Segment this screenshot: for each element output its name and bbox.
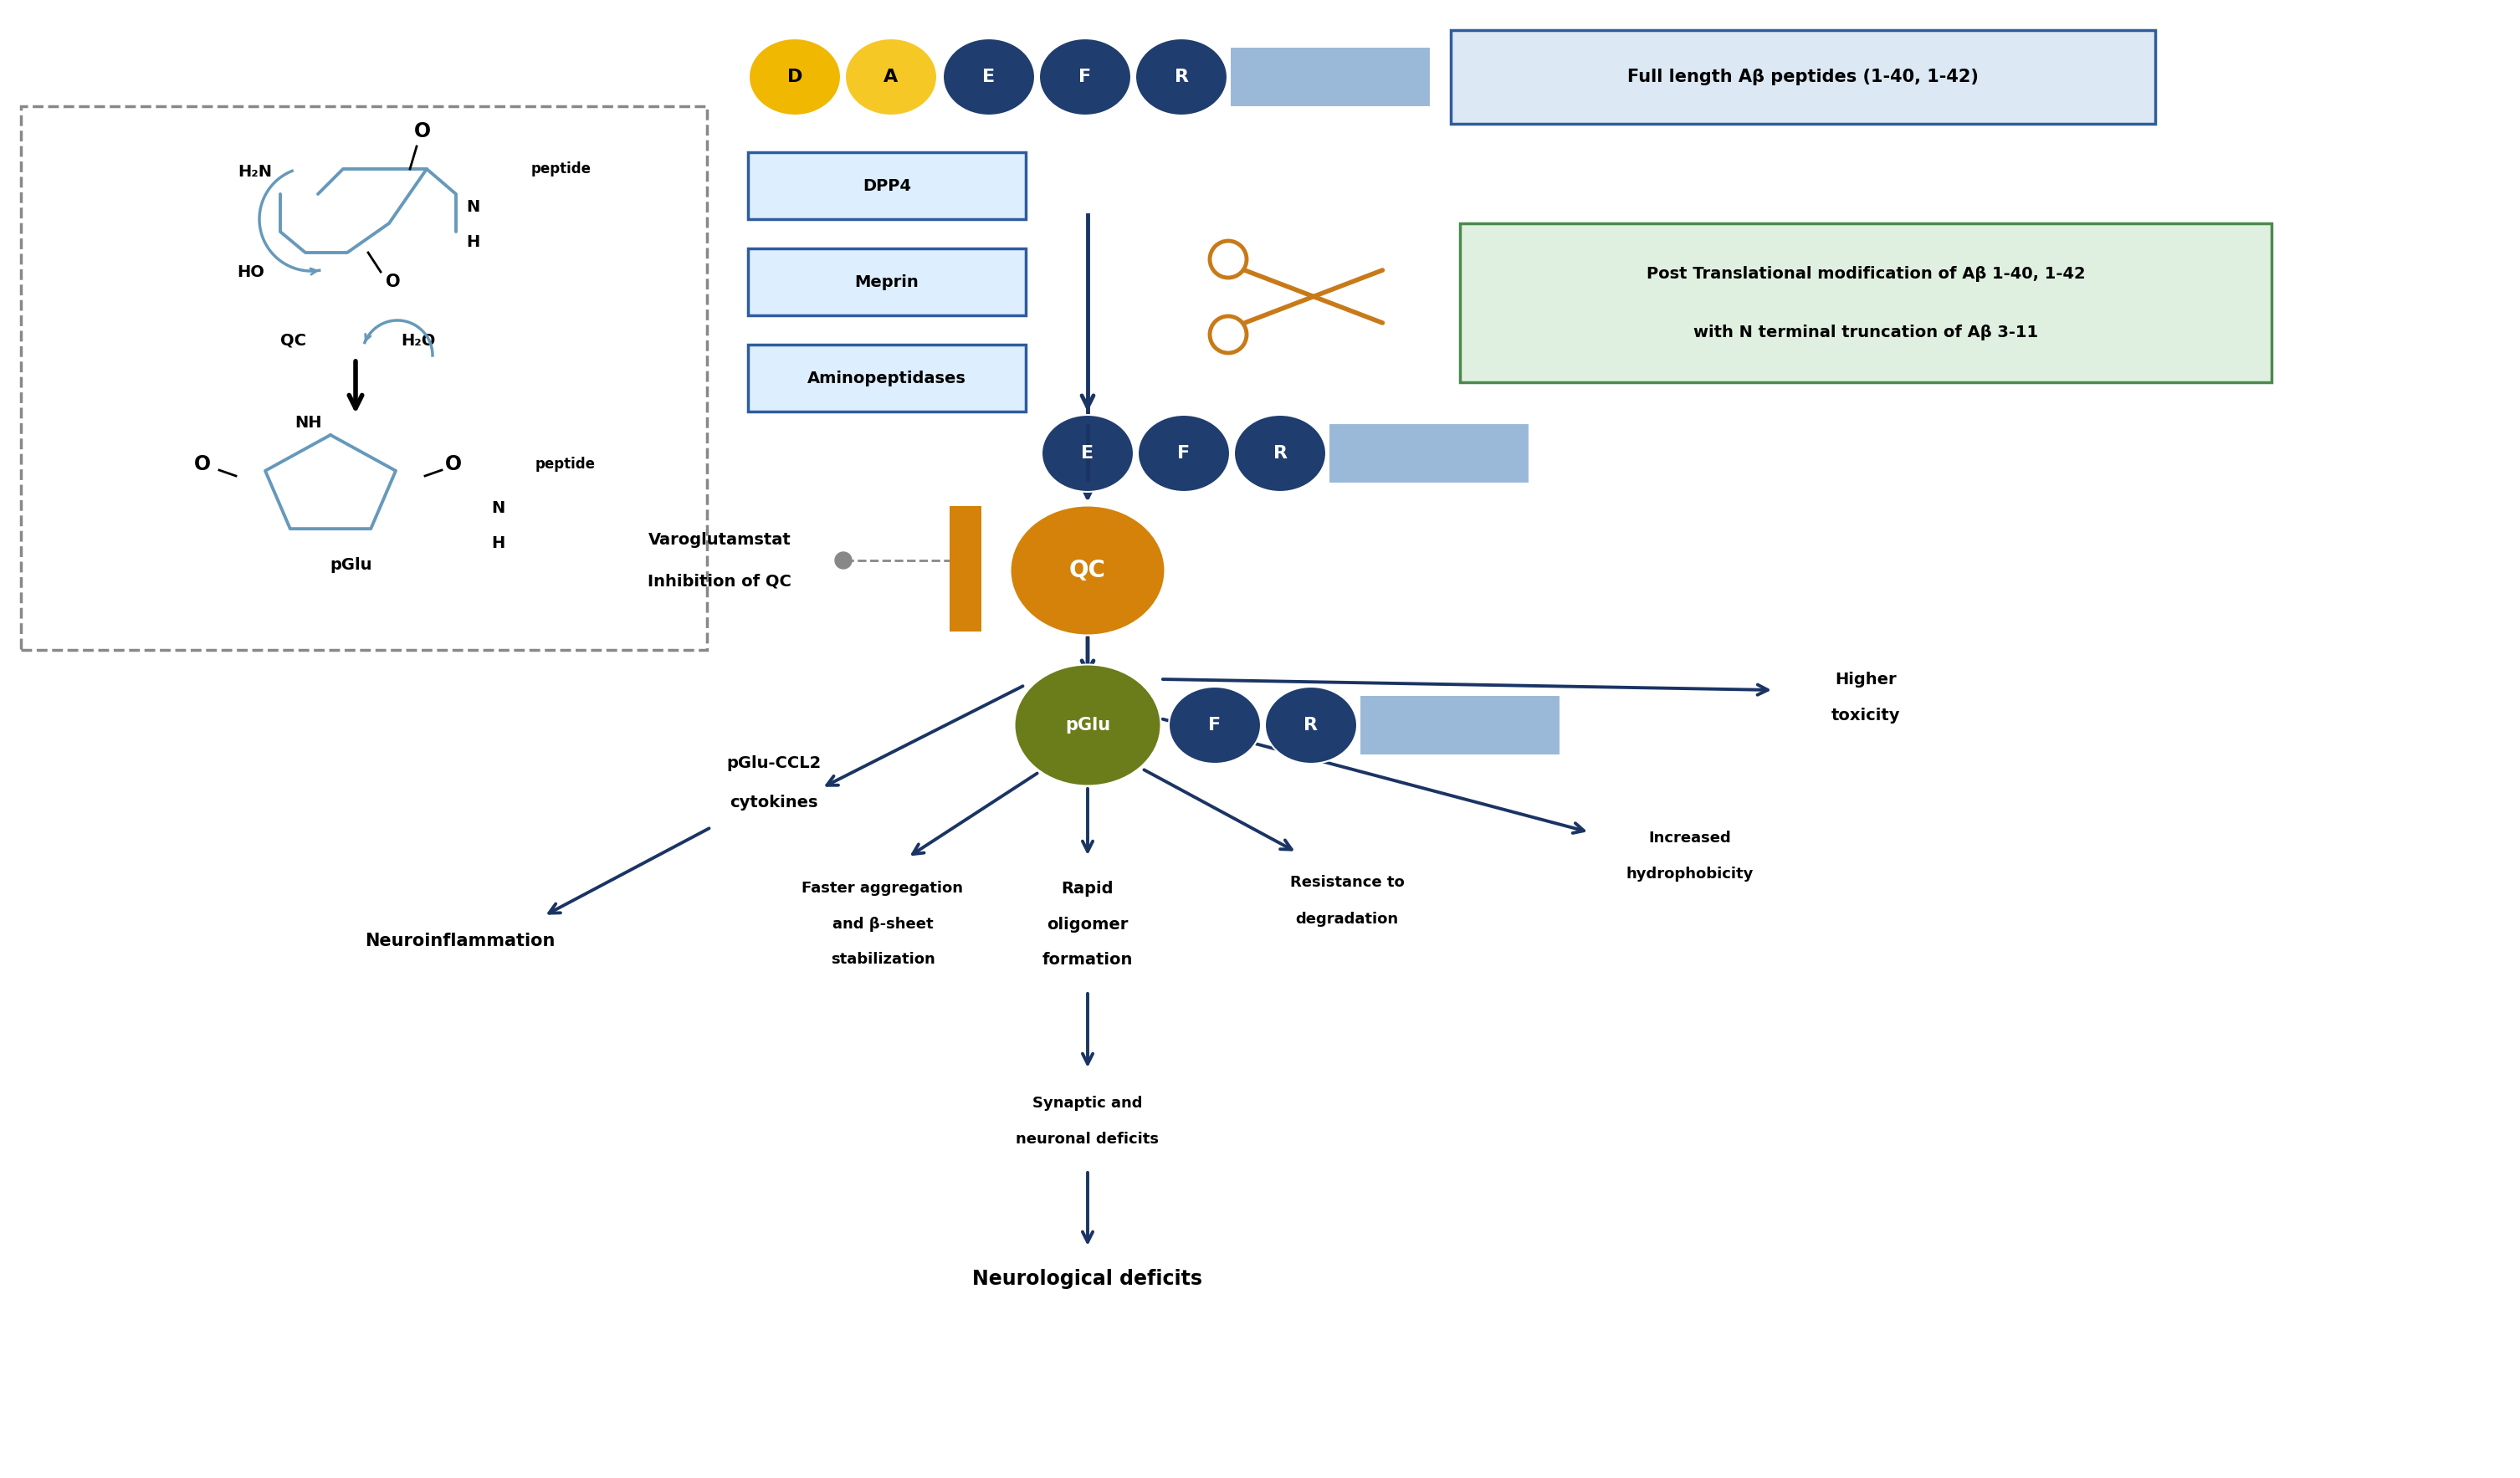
Text: NH: NH <box>295 414 323 430</box>
Ellipse shape <box>1038 38 1131 115</box>
Text: toxicity: toxicity <box>1832 706 1900 723</box>
FancyArrowPatch shape <box>1245 270 1383 322</box>
Text: QC: QC <box>1068 559 1106 582</box>
Text: Resistance to: Resistance to <box>1290 875 1404 890</box>
FancyBboxPatch shape <box>950 505 980 631</box>
Text: peptide: peptide <box>534 457 595 471</box>
Ellipse shape <box>1265 687 1358 764</box>
Text: Varoglutamstat: Varoglutamstat <box>648 532 791 547</box>
Text: neuronal deficits: neuronal deficits <box>1016 1132 1159 1147</box>
Text: HO: HO <box>237 265 265 279</box>
Text: F: F <box>1177 445 1189 461</box>
Ellipse shape <box>1169 687 1260 764</box>
Text: O: O <box>194 454 212 474</box>
Ellipse shape <box>1041 415 1134 492</box>
Text: E: E <box>1081 445 1094 461</box>
Text: QC: QC <box>280 333 305 349</box>
Text: Neurological deficits: Neurological deficits <box>973 1270 1202 1289</box>
Text: Post Translational modification of Aβ 1-40, 1-42: Post Translational modification of Aβ 1-… <box>1646 266 2084 281</box>
Ellipse shape <box>844 38 937 115</box>
Text: E: E <box>983 68 995 86</box>
Text: R: R <box>1303 717 1318 733</box>
Text: Inhibition of QC: Inhibition of QC <box>648 573 791 590</box>
Text: F: F <box>1079 68 1091 86</box>
Text: hydrophobicity: hydrophobicity <box>1625 866 1754 881</box>
FancyArrowPatch shape <box>1245 270 1383 322</box>
Text: R: R <box>1273 445 1288 461</box>
Ellipse shape <box>1235 415 1326 492</box>
Ellipse shape <box>1011 505 1164 636</box>
Text: formation: formation <box>1043 952 1134 967</box>
FancyBboxPatch shape <box>1452 30 2155 124</box>
Text: Increased: Increased <box>1648 831 1731 845</box>
Text: O: O <box>446 454 461 474</box>
FancyBboxPatch shape <box>748 152 1026 219</box>
Text: Higher: Higher <box>1835 671 1898 687</box>
FancyBboxPatch shape <box>1361 695 1560 755</box>
Text: pGlu: pGlu <box>330 557 373 572</box>
FancyBboxPatch shape <box>1328 423 1530 483</box>
Text: pGlu: pGlu <box>1066 717 1111 733</box>
Text: N: N <box>491 500 504 516</box>
Text: F: F <box>1210 717 1222 733</box>
Text: stabilization: stabilization <box>832 952 935 967</box>
Text: and β-sheet: and β-sheet <box>832 916 932 931</box>
Ellipse shape <box>942 38 1036 115</box>
Text: D: D <box>786 68 801 86</box>
FancyBboxPatch shape <box>748 248 1026 315</box>
Text: Rapid: Rapid <box>1061 881 1114 896</box>
Text: cytokines: cytokines <box>731 794 819 810</box>
FancyBboxPatch shape <box>748 344 1026 411</box>
Text: with N terminal truncation of Aβ 3-11: with N terminal truncation of Aβ 3-11 <box>1693 324 2039 340</box>
Text: N: N <box>466 198 479 214</box>
Circle shape <box>834 553 852 569</box>
Text: Faster aggregation: Faster aggregation <box>801 881 963 896</box>
Text: degradation: degradation <box>1295 912 1399 927</box>
Ellipse shape <box>1137 38 1227 115</box>
Text: R: R <box>1174 68 1189 86</box>
Text: DPP4: DPP4 <box>862 177 912 194</box>
Text: pGlu-CCL2: pGlu-CCL2 <box>726 755 822 772</box>
Text: Meprin: Meprin <box>854 273 920 290</box>
FancyBboxPatch shape <box>1459 223 2271 383</box>
Text: O: O <box>386 273 401 290</box>
Text: H₂O: H₂O <box>401 333 436 349</box>
Text: H₂N: H₂N <box>237 164 272 179</box>
FancyBboxPatch shape <box>1230 47 1431 106</box>
Text: Neuroinflammation: Neuroinflammation <box>365 933 554 949</box>
Text: H: H <box>466 234 479 250</box>
Ellipse shape <box>748 38 842 115</box>
Text: Synaptic and: Synaptic and <box>1033 1095 1142 1111</box>
Text: oligomer: oligomer <box>1046 916 1129 933</box>
Text: peptide: peptide <box>532 161 592 176</box>
Text: O: O <box>413 121 431 142</box>
Ellipse shape <box>1139 415 1230 492</box>
FancyBboxPatch shape <box>20 106 708 650</box>
Text: H: H <box>491 535 504 551</box>
Text: Full length Aβ peptides (1-40, 1-42): Full length Aβ peptides (1-40, 1-42) <box>1628 68 1978 86</box>
Text: Aminopeptidases: Aminopeptidases <box>806 370 965 386</box>
Ellipse shape <box>1016 665 1162 786</box>
Text: A: A <box>885 68 897 86</box>
